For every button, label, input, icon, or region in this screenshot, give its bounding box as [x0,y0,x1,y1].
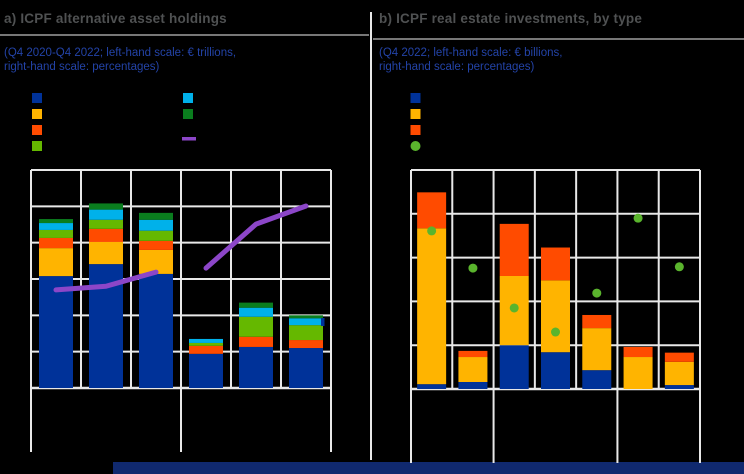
bar-segment-red [139,240,173,250]
bar-segment-navy [239,346,273,388]
bar-segment-navy [289,348,323,388]
bar-segment-amber [623,357,653,389]
bar-segment-navy [417,384,447,389]
bar-segment-red [664,352,694,362]
bar-segment-red [89,228,123,242]
legend-swatch-dark_green [183,109,193,119]
legend-swatch-dot_green [410,141,421,151]
bar-segment-cyan [89,209,123,220]
bar-segment-red [541,247,570,281]
bar-segment-red [39,237,73,249]
bar-segment-amber [139,249,173,274]
legend-swatch-green [32,141,42,151]
bar-segment-amber [417,228,447,385]
legend-swatch-navy [32,93,42,103]
share-dot [468,263,478,273]
bar-segment-cyan [39,223,73,230]
panel-a-subtitle-line1: (Q4 2020-Q4 2022; left-hand scale: € tri… [4,47,237,59]
panel-a-title-rule [0,34,369,36]
bar-segment-amber [39,248,73,277]
bar-segment-cyan [239,307,273,317]
panel-a-subtitle-line2: right-hand scale: percentages) [4,61,160,73]
legend-swatch-amber [410,109,421,119]
bar-segment-cyan [139,219,173,231]
share-line [203,203,309,271]
share-dot [551,327,560,337]
bar-segment-green [39,229,73,238]
bar-segment-navy [458,381,488,389]
bar-segment-navy [39,276,73,388]
bar-segment-dark_green [139,212,173,220]
panel-b-subtitle-line1: (Q4 2022; left-hand scale: € billions, [379,47,563,59]
share-dot [674,262,684,272]
bar-segment-amber [582,328,612,371]
legend-swatch-cyan [183,93,193,103]
bar-sliver-artifact [321,318,325,326]
share-dot [509,303,519,313]
panel-b-title-rule [373,38,744,40]
panel-a-chart [30,93,332,452]
bar-segment-amber [89,241,123,265]
bar-segment-red [582,314,612,329]
bar-segment-green [189,342,223,346]
bar-segment-navy [499,345,529,389]
bar-segment-green [289,325,323,341]
bar-segment-red [623,346,653,358]
legend-swatch-navy [410,93,421,103]
share-dot [633,213,643,223]
share-line [53,269,159,293]
legend-swatch-purple [182,137,196,141]
bar-segment-cyan [289,318,323,326]
panel-divider-line [370,12,372,460]
bar-segment-green [89,219,123,229]
legend-swatch-amber [32,109,42,119]
bar-segment-navy [189,353,223,388]
bar-segment-navy [582,370,612,389]
bar-segment-red [189,345,223,354]
panel-b-title: b) ICPF real estate investments, by type [379,11,643,26]
legend-swatch-red [32,125,42,135]
bar-segment-cyan [189,338,223,343]
bar-segment-amber [458,357,488,382]
bar-segment-green [239,316,273,337]
bar-segment-red [239,336,273,347]
bar-segment-red [499,223,529,276]
bar-segment-amber [541,280,570,353]
bar-segment-dark_green [289,315,323,319]
bar-segment-red [289,340,323,349]
panel-b-chart [410,93,701,463]
bar-segment-navy [541,352,570,389]
panel-b-subtitle-line2: right-hand scale: percentages) [379,61,535,73]
share-dot [592,288,602,298]
bar-segment-dark_green [89,203,123,210]
bar-segment-red [417,192,447,229]
bar-segment-amber [664,361,694,386]
bar-segment-green [139,230,173,241]
cropped-bottom-bar [113,462,744,474]
bar-segment-red [458,350,488,358]
bar-segment-dark_green [239,302,273,308]
bar-segment-dark_green [39,219,73,224]
bar-segment-navy [139,273,173,388]
share-dot [427,226,437,236]
bar-segment-navy [664,385,694,389]
panel-a-title: a) ICPF alternative asset holdings [4,11,227,26]
legend-swatch-red [410,125,421,135]
